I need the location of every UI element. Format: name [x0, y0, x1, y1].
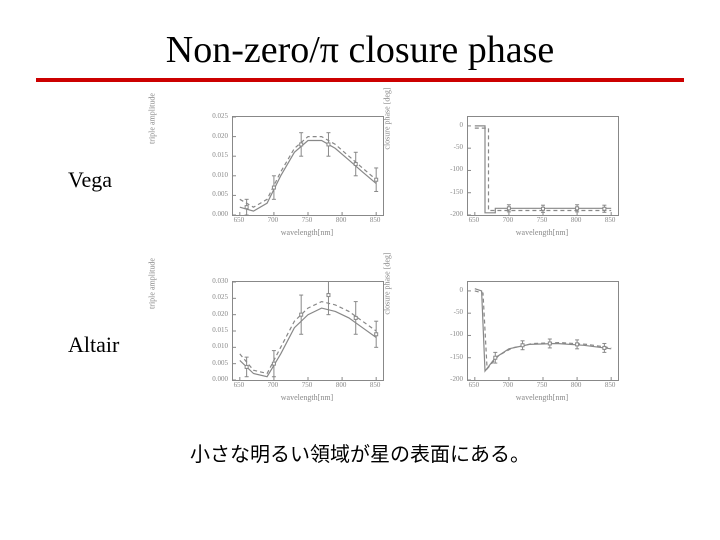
caption: 小さな明るい領域が星の表面にある。 [0, 438, 720, 467]
plot: 0.0000.0050.0100.0150.0200.0256507007508… [198, 112, 393, 247]
title-rule [36, 78, 684, 82]
row: Vega0.0000.0050.0100.0150.0200.025650700… [0, 112, 720, 247]
plot-pair: 0.0000.0050.0100.0150.0200.0250.03065070… [198, 277, 628, 412]
row-label: Altair [0, 332, 198, 358]
page-title: Non-zero/π closure phase [0, 0, 720, 72]
plot-pair: 0.0000.0050.0100.0150.0200.0256507007508… [198, 112, 628, 247]
rows-container: Vega0.0000.0050.0100.0150.0200.025650700… [0, 112, 720, 412]
row: Altair0.0000.0050.0100.0150.0200.0250.03… [0, 277, 720, 412]
plot: -200-150-100-500650700750800850wavelengt… [433, 112, 628, 247]
plot: -200-150-100-500650700750800850wavelengt… [433, 277, 628, 412]
row-label: Vega [0, 167, 198, 193]
plot: 0.0000.0050.0100.0150.0200.0250.03065070… [198, 277, 393, 412]
